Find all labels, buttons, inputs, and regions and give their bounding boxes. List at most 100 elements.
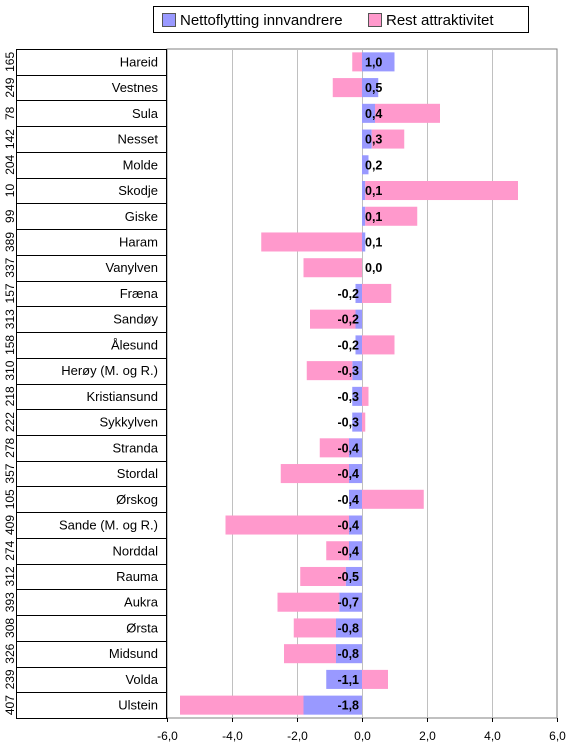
bar-nettoflytting [355, 335, 362, 355]
bar-rest-attraktivitet [284, 644, 336, 664]
row-label: Vanylven [105, 260, 158, 275]
x-tick-label: 4,0 [484, 729, 501, 743]
row-code: 239 [3, 669, 17, 689]
bar-rest-attraktivitet [352, 52, 362, 72]
row-label: Skodje [118, 183, 158, 198]
data-label: -0,2 [337, 313, 359, 327]
bar-rest-attraktivitet [362, 283, 392, 303]
row-label: Sykkylven [99, 415, 158, 430]
bar-rest-attraktivitet [261, 232, 362, 252]
bar-rest-attraktivitet [277, 592, 340, 612]
bar-nettoflytting [355, 309, 362, 329]
row-code: 357 [3, 463, 17, 483]
bar-nettoflytting [349, 464, 362, 484]
bar-nettoflytting [352, 361, 362, 381]
bar-nettoflytting [349, 438, 362, 458]
data-label: -0,7 [337, 596, 359, 610]
bar-rest-attraktivitet [326, 541, 349, 561]
row-code: 218 [3, 386, 17, 406]
data-label: -0,2 [337, 287, 359, 301]
row-label: Volda [125, 672, 158, 687]
data-label: 0,5 [365, 81, 382, 95]
data-label: 0,1 [365, 235, 382, 249]
row-code: 312 [3, 566, 17, 586]
bar-rest-attraktivitet [180, 695, 304, 715]
row-code: 393 [3, 592, 17, 612]
row-code: 249 [3, 77, 17, 97]
bar-rest-attraktivitet [319, 438, 349, 458]
bar-rest-attraktivitet [280, 464, 349, 484]
row-code: 278 [3, 437, 17, 457]
bar-nettoflytting [362, 232, 366, 252]
bar-nettoflytting [349, 515, 362, 535]
row-label: Herøy (M. og R.) [61, 363, 158, 378]
gridlines [166, 48, 558, 719]
row-label: Sandøy [113, 312, 158, 327]
bar-nettoflytting [352, 412, 362, 432]
data-label: 1,0 [365, 55, 382, 69]
bar-rest-attraktivitet [371, 129, 405, 149]
x-tick-label: 6,0 [549, 729, 566, 743]
data-label: 0,1 [365, 184, 382, 198]
data-label: -0,3 [337, 364, 359, 378]
row-label: Stordal [117, 466, 158, 481]
legend: Nettoflytting innvandrere Rest attraktiv… [153, 6, 529, 33]
row-label: Molde [123, 157, 158, 172]
row-label: Fræna [120, 286, 159, 301]
row-code: 157 [3, 283, 17, 303]
data-label: 0,2 [365, 158, 382, 172]
data-label: -0,2 [337, 338, 359, 352]
bar-nettoflytting [352, 386, 362, 406]
bar-rest-attraktivitet [332, 78, 362, 98]
bar-rest-attraktivitet [365, 180, 518, 201]
bar-rest-attraktivitet [375, 103, 440, 123]
x-tick-label: 0,0 [354, 729, 371, 743]
bar-nettoflytting [336, 618, 362, 638]
x-axis: -6,0 -4,0 -2,0 0,0 2,0 4,0 6,0 [157, 718, 566, 743]
row-code: 158 [3, 335, 17, 355]
row-label: Ulstein [118, 698, 158, 713]
row-code: 105 [3, 489, 17, 509]
data-label: -0,4 [337, 519, 359, 533]
row-label: Rauma [116, 569, 159, 584]
row-code: 204 [3, 154, 17, 174]
row-label: Nesset [118, 132, 159, 147]
row-code: 78 [3, 106, 17, 120]
bar-nettoflytting [336, 644, 362, 664]
legend-swatch-series-1 [162, 13, 176, 27]
row-label: Kristiansund [86, 389, 158, 404]
data-label: 0,4 [365, 107, 382, 121]
row-code: 308 [3, 618, 17, 638]
row-label: Giske [125, 209, 158, 224]
data-label: -0,4 [337, 493, 359, 507]
row-code: 409 [3, 515, 17, 535]
legend-item-series-2: Rest attraktivitet [368, 11, 494, 29]
legend-label-series-2: Rest attraktivitet [386, 11, 494, 29]
bar-rest-attraktivitet [225, 515, 349, 535]
bar-rest-attraktivitet [365, 206, 418, 226]
row-code: 165 [3, 52, 17, 72]
row-code: 326 [3, 643, 17, 663]
row-code: 274 [3, 540, 17, 560]
row-label: Midsund [109, 646, 158, 661]
row-label: Sula [132, 106, 159, 121]
bar-nettoflytting [362, 129, 372, 149]
bar-rest-attraktivitet [362, 335, 395, 355]
row-code: 407 [3, 695, 17, 715]
legend-item-series-1: Nettoflytting innvandrere [162, 11, 343, 29]
row-label: Ålesund [111, 337, 158, 352]
bar-rest-attraktivitet [362, 386, 369, 406]
bar-nettoflytting [362, 103, 375, 123]
row-label: Haram [119, 234, 158, 249]
bar-rest-attraktivitet [362, 669, 388, 689]
bar-nettoflytting [339, 592, 362, 612]
bar-nettoflytting [303, 695, 362, 715]
bar-rest-attraktivitet [300, 566, 346, 587]
data-label: -0,3 [337, 390, 359, 404]
data-label: -1,8 [337, 699, 359, 713]
legend-swatch-series-2 [368, 13, 382, 27]
row-label: Stranda [112, 440, 158, 455]
bar-nettoflytting [362, 180, 366, 201]
row-code: 313 [3, 309, 17, 329]
bar-rest-attraktivitet [293, 618, 336, 638]
